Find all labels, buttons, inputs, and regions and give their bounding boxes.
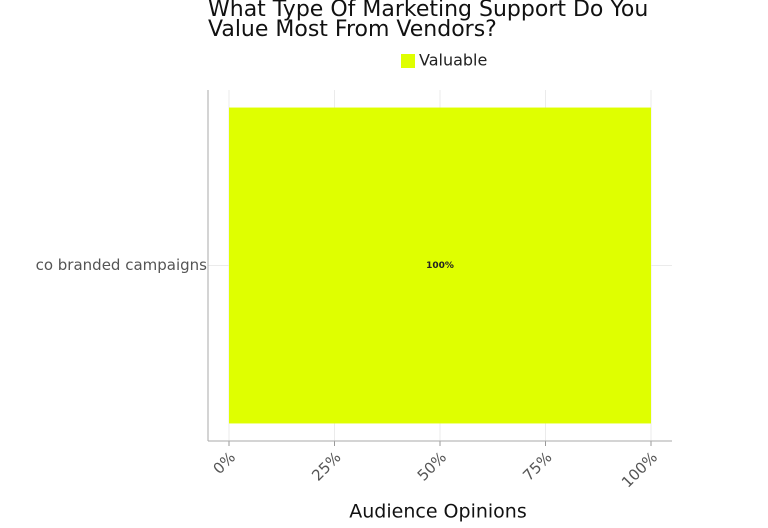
x-tick-label: 100% bbox=[618, 448, 661, 491]
x-tick-label: 75% bbox=[519, 448, 555, 484]
legend-swatch bbox=[401, 54, 415, 68]
chart-title: What Type Of Marketing Support Do You Va… bbox=[208, 0, 649, 42]
x-tick-label: 25% bbox=[308, 448, 344, 484]
x-tick-label: 0% bbox=[209, 448, 239, 478]
data-label: 100% bbox=[426, 261, 454, 271]
legend-label: Valuable bbox=[419, 51, 487, 70]
x-tick-label: 50% bbox=[414, 448, 450, 484]
bar bbox=[229, 107, 651, 424]
x-axis-title: Audience Opinions bbox=[349, 501, 526, 523]
y-tick-label: co branded campaigns bbox=[36, 256, 208, 274]
